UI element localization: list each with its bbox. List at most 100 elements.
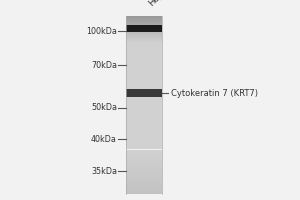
- Bar: [126, 105, 162, 106]
- Bar: [126, 81, 162, 82]
- Bar: [126, 73, 162, 74]
- Bar: [126, 65, 162, 66]
- Bar: [126, 179, 162, 180]
- Bar: [126, 183, 162, 184]
- Bar: [126, 161, 162, 162]
- Bar: [126, 180, 162, 181]
- Bar: [126, 93, 162, 94]
- Text: Cytokeratin 7 (KRT7): Cytokeratin 7 (KRT7): [171, 88, 258, 98]
- Bar: [126, 17, 162, 18]
- Bar: [126, 172, 162, 173]
- Bar: [126, 34, 162, 35]
- Bar: [126, 163, 162, 164]
- Bar: [126, 91, 162, 92]
- Bar: [126, 52, 162, 53]
- Bar: [126, 63, 162, 64]
- Bar: [126, 138, 162, 139]
- Bar: [126, 26, 162, 27]
- Bar: [126, 148, 162, 149]
- Bar: [126, 143, 162, 144]
- Bar: [126, 87, 162, 88]
- Bar: [126, 84, 162, 85]
- Bar: [126, 137, 162, 138]
- Bar: [126, 95, 162, 96]
- Bar: [126, 38, 162, 39]
- Bar: [126, 75, 162, 76]
- Bar: [126, 97, 162, 98]
- Bar: [126, 132, 162, 133]
- Bar: [126, 92, 162, 93]
- Bar: [126, 187, 162, 188]
- Bar: [126, 153, 162, 154]
- Bar: [126, 20, 162, 21]
- Bar: [126, 83, 162, 84]
- Bar: [126, 141, 162, 142]
- Bar: [126, 151, 162, 152]
- Bar: [126, 104, 162, 105]
- Bar: [126, 76, 162, 77]
- Bar: [126, 186, 162, 187]
- Bar: [126, 78, 162, 79]
- Bar: [126, 80, 162, 81]
- Bar: [126, 27, 162, 28]
- Bar: [126, 164, 162, 165]
- Bar: [126, 72, 162, 73]
- Bar: [126, 23, 162, 24]
- Bar: [126, 177, 162, 178]
- Bar: [126, 86, 162, 87]
- Bar: [126, 19, 162, 20]
- Bar: [126, 166, 162, 167]
- Bar: [126, 89, 162, 97]
- Bar: [126, 154, 162, 155]
- Bar: [126, 162, 162, 163]
- Bar: [126, 117, 162, 118]
- Bar: [126, 111, 162, 112]
- Bar: [126, 49, 162, 50]
- Bar: [126, 169, 162, 170]
- Bar: [126, 64, 162, 65]
- Bar: [126, 96, 162, 97]
- Bar: [126, 24, 162, 31]
- Bar: [126, 118, 162, 119]
- Bar: [126, 135, 162, 136]
- Bar: [126, 33, 162, 34]
- Bar: [126, 21, 162, 22]
- Bar: [126, 58, 162, 59]
- Bar: [126, 35, 162, 36]
- Bar: [126, 121, 162, 122]
- Bar: [126, 85, 162, 86]
- Bar: [126, 130, 162, 131]
- Bar: [126, 188, 162, 189]
- Bar: [126, 67, 162, 68]
- Bar: [126, 184, 162, 185]
- Bar: [126, 39, 162, 40]
- Bar: [126, 171, 162, 172]
- Bar: [126, 74, 162, 75]
- Bar: [126, 123, 162, 124]
- Text: HepG2: HepG2: [147, 0, 174, 8]
- Bar: [126, 40, 162, 41]
- Bar: [126, 29, 162, 30]
- Bar: [126, 107, 162, 108]
- Bar: [126, 120, 162, 121]
- Bar: [126, 79, 162, 80]
- Bar: [126, 60, 162, 61]
- Bar: [126, 136, 162, 137]
- Text: 100kDa: 100kDa: [86, 26, 117, 36]
- Bar: [126, 156, 162, 157]
- Bar: [126, 99, 162, 100]
- Bar: [126, 103, 162, 104]
- Bar: [126, 18, 162, 19]
- Bar: [126, 167, 162, 168]
- Bar: [126, 102, 162, 103]
- Bar: [126, 24, 162, 25]
- Bar: [126, 45, 162, 46]
- Bar: [126, 44, 162, 45]
- Bar: [126, 89, 162, 90]
- Bar: [126, 57, 162, 58]
- Bar: [126, 155, 162, 156]
- Bar: [126, 109, 162, 110]
- Bar: [126, 173, 162, 174]
- Bar: [126, 124, 162, 125]
- Bar: [126, 119, 162, 120]
